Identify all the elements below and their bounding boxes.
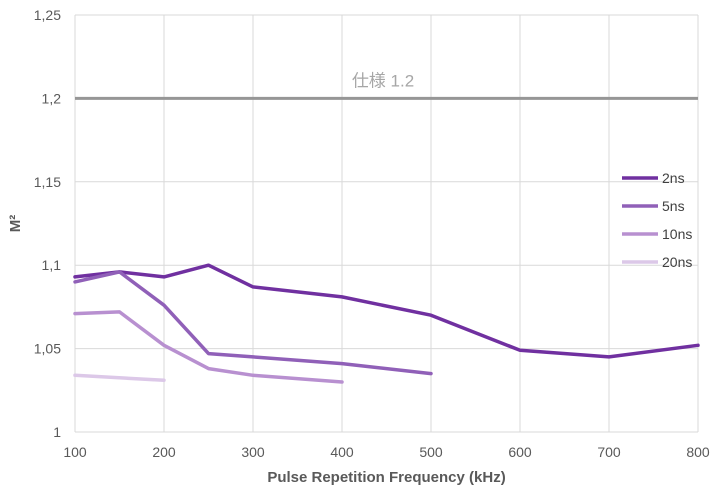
legend-label-5ns: 5ns [662, 198, 685, 214]
x-tick-label-500: 500 [419, 444, 443, 460]
series-line-5ns [73, 270, 433, 376]
y-tick-label-1,15: 1,15 [34, 174, 61, 190]
x-tick-label-200: 200 [152, 444, 176, 460]
y-tick-label-1,25: 1,25 [34, 7, 61, 23]
legend: 2ns 5ns 10ns 20ns [622, 170, 692, 270]
x-tick-label-700: 700 [597, 444, 621, 460]
y-tick-label-1: 1 [53, 424, 61, 440]
series-lines [73, 263, 700, 384]
series-line-10ns [73, 310, 344, 384]
x-axis-title: Pulse Repetition Frequency (kHz) [267, 469, 505, 486]
series-line-20ns [73, 373, 166, 383]
x-axis-tick-labels: 100 200 300 400 500 600 700 800 [63, 444, 710, 460]
y-axis-title: M² [7, 215, 24, 233]
x-tick-label-300: 300 [241, 444, 265, 460]
y-tick-label-1,2: 1,2 [42, 90, 62, 106]
x-tick-label-800: 800 [686, 444, 710, 460]
y-tick-label-1,05: 1,05 [34, 341, 61, 357]
reference-line-group: 仕様 1.2 [75, 71, 698, 100]
series-line-2ns [73, 263, 700, 359]
legend-label-10ns: 10ns [662, 226, 692, 242]
legend-label-20ns: 20ns [662, 254, 692, 270]
x-tick-label-600: 600 [508, 444, 532, 460]
y-tick-label-1,1: 1,1 [42, 257, 62, 273]
legend-label-2ns: 2ns [662, 170, 685, 186]
x-tick-label-400: 400 [330, 444, 354, 460]
x-tick-label-100: 100 [63, 444, 87, 460]
y-axis-tick-labels: 1 1,05 1,1 1,15 1,2 1,25 [34, 7, 61, 440]
spec-reference-label: 仕様 1.2 [352, 71, 414, 90]
